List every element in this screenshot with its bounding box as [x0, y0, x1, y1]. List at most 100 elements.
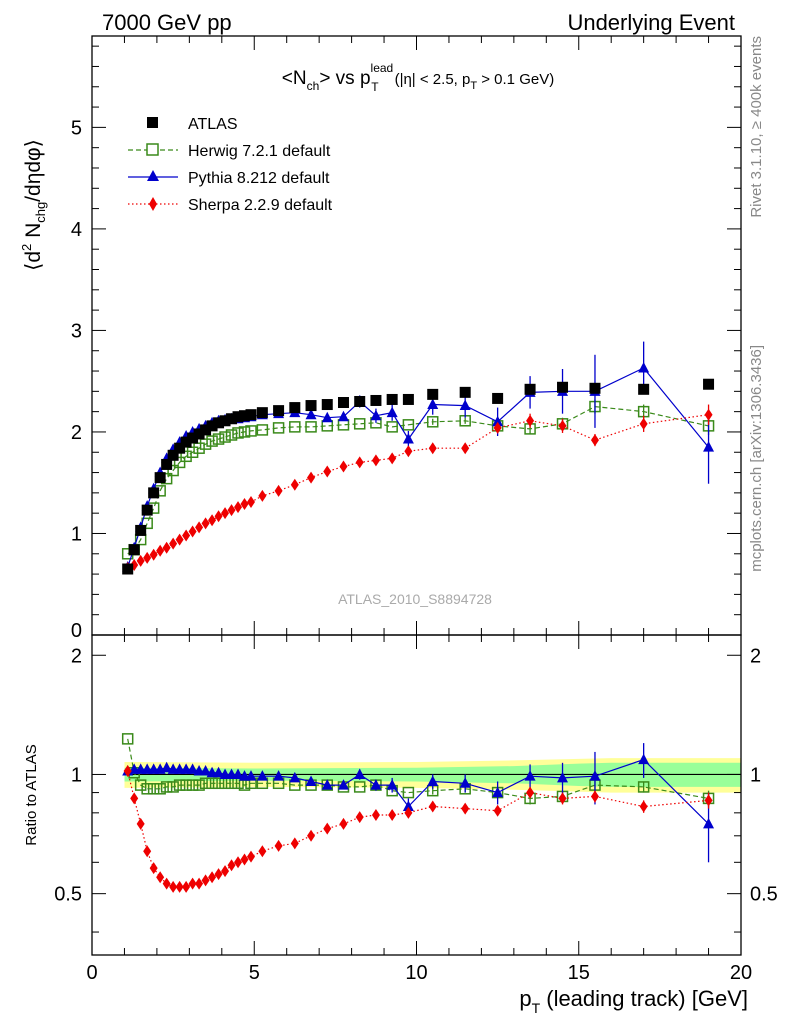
ratio-herwig-point — [160, 781, 173, 793]
title-pre: <N — [282, 68, 307, 89]
main-atlas-point — [232, 411, 244, 423]
main-pythia-point — [459, 399, 471, 411]
ratio-pythia-point — [459, 777, 471, 788]
ratio-pythia-point — [256, 770, 268, 781]
ratio-herwig-point — [121, 733, 134, 745]
xlabel-pre: p — [519, 986, 531, 1011]
ratio-pythia-point — [427, 775, 439, 786]
main-sherpa-point — [290, 478, 299, 491]
ratio-sherpa-point — [290, 837, 299, 850]
axes: 0 5 10 15 20 0 1 2 3 4 5 0.5 0.5 1 1 2 2 — [54, 35, 778, 984]
ratio-herwig-point — [186, 779, 199, 791]
ratio-herwig-point — [180, 779, 192, 791]
main-atlas-point — [148, 487, 160, 499]
main-pythia-point — [386, 406, 398, 418]
ratio-herwig-point — [141, 783, 153, 795]
legend-marker-atlas — [147, 117, 158, 128]
main-sherpa-point — [493, 421, 502, 434]
main-atlas-point — [370, 394, 382, 406]
main-herwig-point — [193, 442, 205, 454]
main-herwig-point — [238, 426, 251, 438]
ratio-sherpa-point — [428, 800, 437, 813]
main-atlas-point — [459, 386, 471, 398]
main-herwig-point — [256, 424, 269, 436]
ratio-sherpa-point — [558, 792, 567, 805]
main-sherpa-point — [201, 517, 210, 530]
main-y-tick-label: 2 — [71, 422, 82, 444]
xlabel-pre-sub: T — [532, 1000, 541, 1016]
ratio-sherpa-point — [195, 877, 204, 890]
ratio-pythia-point — [703, 817, 715, 829]
main-sherpa-point — [221, 507, 230, 520]
ratio-sherpa-point — [526, 786, 535, 799]
main-sherpa-line — [127, 414, 709, 569]
main-atlas-point — [703, 378, 715, 390]
main-atlas-point — [200, 424, 212, 436]
main-sherpa-point — [558, 419, 567, 432]
main-atlas-point — [402, 393, 414, 405]
x-tick-label: 0 — [86, 962, 97, 984]
ratio-sherpa-point — [182, 880, 191, 893]
main-pythia-point — [703, 441, 715, 452]
legend-label-herwig: Herwig 7.2.1 default — [188, 143, 331, 160]
ratio-y-tick-label-right: 1 — [750, 764, 761, 786]
ratio-pythia-point — [589, 770, 601, 781]
ylabel-b: N — [22, 223, 45, 244]
main-pythia-line — [127, 367, 709, 568]
main-sherpa-point — [188, 525, 197, 538]
main-sherpa-point — [175, 533, 184, 546]
title-pre-sub: ch — [307, 79, 320, 93]
main-atlas-point — [245, 409, 257, 421]
main-pythia-point — [492, 415, 504, 427]
ratio-pythia-point — [354, 768, 366, 779]
main-pythia-point — [337, 410, 349, 422]
main-sherpa-point — [195, 521, 204, 534]
ratio-sherpa-point — [123, 766, 132, 777]
main-pythia-point — [305, 408, 317, 420]
ratio-sherpa-point — [162, 877, 171, 890]
ratio-y-axis-label: Ratio to ATLAS — [23, 744, 40, 845]
main-sherpa-point — [182, 529, 191, 542]
main-atlas-point — [524, 383, 536, 395]
main-y-axis-label: ⟨d2 Nchg/dηdφ⟩ — [19, 139, 48, 271]
ratio-sherpa-point — [274, 839, 283, 852]
ratio-sherpa-point — [339, 817, 348, 830]
legend-marker-sherpa — [149, 197, 157, 211]
main-sherpa-point — [258, 489, 267, 502]
main-herwig-point — [353, 418, 366, 430]
main-atlas-point — [219, 415, 231, 427]
main-herwig-point — [199, 438, 212, 450]
x-axis-label: pT (leading track) [GeV] — [519, 986, 748, 1016]
ylabel-a-sup: 2 — [19, 244, 34, 251]
analysis-watermark: ATLAS_2010_S8894728 — [338, 591, 492, 607]
main-sherpa-point — [704, 408, 713, 421]
ratio-y-tick-label-left: 2 — [71, 645, 82, 667]
ratio-sherpa-point — [149, 862, 158, 875]
main-atlas-point — [141, 504, 153, 516]
ratio-sherpa-point — [461, 802, 470, 815]
ratio-herwig-point — [154, 783, 166, 795]
main-atlas-point — [226, 413, 238, 425]
ratio-herwig-point — [206, 777, 218, 790]
ratio-sherpa-point — [307, 829, 316, 842]
main-atlas-point — [273, 405, 285, 417]
main-pythia-point — [427, 398, 439, 410]
header-left: 7000 GeV pp — [102, 10, 232, 35]
main-atlas-point — [174, 442, 186, 454]
main-sherpa-point — [227, 504, 236, 517]
ratio-sherpa-point — [371, 808, 380, 821]
main-pythia-point — [402, 433, 414, 444]
main-herwig-point — [206, 435, 218, 447]
main-atlas-point — [589, 382, 601, 394]
title-mid-sub: T — [371, 80, 379, 94]
ratio-sherpa-point — [323, 822, 332, 835]
title-cut: (|η| < 2.5, p — [395, 71, 471, 88]
ratio-sherpa-point — [404, 806, 413, 819]
main-sherpa-point — [355, 456, 364, 469]
ratio-pythia-point — [321, 779, 333, 790]
main-sherpa-point — [208, 514, 217, 527]
main-atlas-point — [305, 400, 317, 412]
ratio-sherpa-point — [188, 877, 197, 890]
main-sherpa-point — [590, 434, 599, 447]
